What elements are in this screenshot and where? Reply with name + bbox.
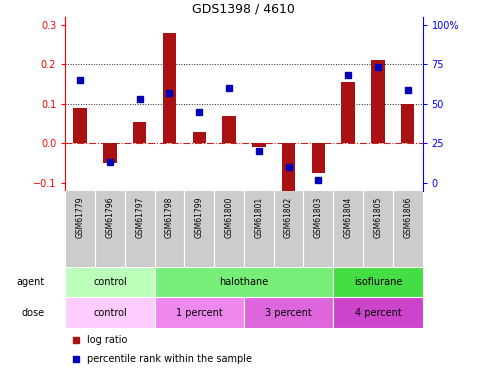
Text: log ratio: log ratio [86,335,127,345]
Text: 4 percent: 4 percent [355,308,401,318]
Bar [401,104,414,143]
Text: control: control [93,308,127,318]
Text: GSM61802: GSM61802 [284,197,293,238]
Bar [252,143,266,147]
Text: GSM61797: GSM61797 [135,197,144,238]
Title: GDS1398 / 4610: GDS1398 / 4610 [193,3,295,16]
Text: isoflurane: isoflurane [354,277,402,287]
Bar [103,143,116,163]
Text: GSM61804: GSM61804 [344,197,353,238]
Bar [155,267,333,297]
Bar [341,82,355,143]
Text: GSM61798: GSM61798 [165,197,174,238]
Bar [65,297,155,328]
Bar [333,267,423,297]
Text: GSM61796: GSM61796 [105,197,114,238]
Text: GSM61806: GSM61806 [403,197,412,238]
Text: percentile rank within the sample: percentile rank within the sample [86,354,252,364]
Bar [371,60,384,143]
Bar [312,143,325,173]
Text: GSM61779: GSM61779 [76,197,85,238]
Bar [282,143,295,191]
Bar [155,297,244,328]
Bar [193,132,206,143]
Text: dose: dose [21,308,44,318]
Text: GSM61803: GSM61803 [314,197,323,238]
Text: control: control [93,277,127,287]
Bar [244,297,333,328]
Text: GSM61805: GSM61805 [373,197,383,238]
Text: 3 percent: 3 percent [265,308,312,318]
Text: 1 percent: 1 percent [176,308,223,318]
Text: GSM61799: GSM61799 [195,197,204,238]
Bar [163,33,176,143]
Text: halothane: halothane [219,277,269,287]
Bar [222,116,236,143]
Bar [133,122,146,143]
Bar [73,108,87,143]
Text: agent: agent [16,277,44,287]
Text: GSM61800: GSM61800 [225,197,233,238]
Bar [333,297,423,328]
Bar [65,267,155,297]
Text: GSM61801: GSM61801 [255,197,263,238]
